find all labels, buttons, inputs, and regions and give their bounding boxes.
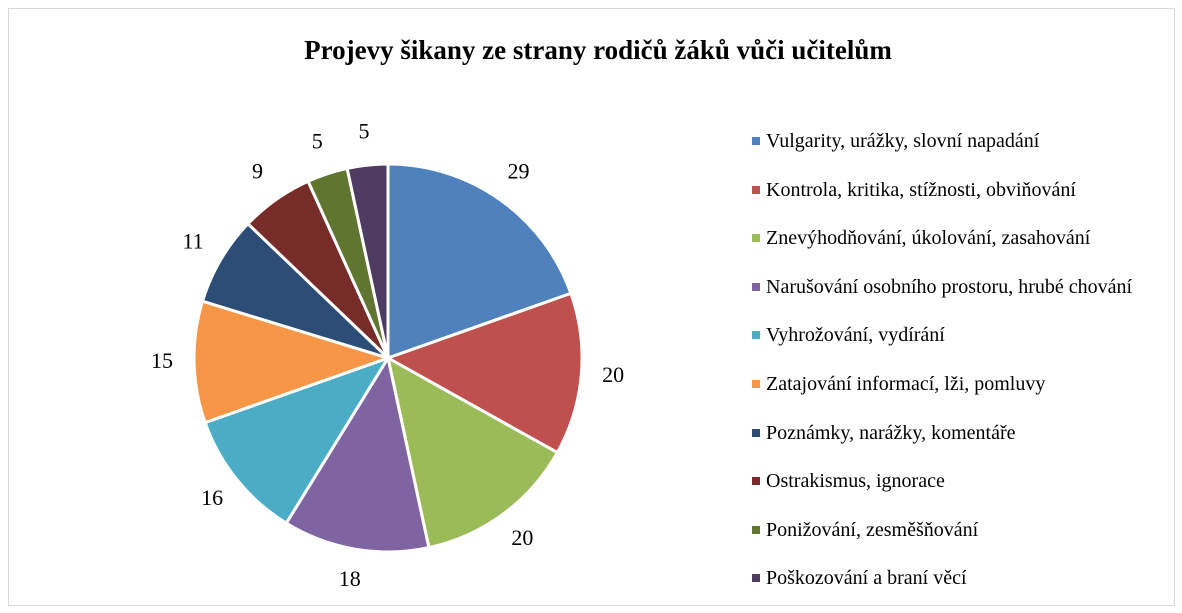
data-label: 15 — [151, 348, 173, 373]
legend-label: Vyhrožování, vydírání — [766, 324, 945, 347]
legend-label: Znevýhodňování, úkolování, zasahování — [766, 227, 1091, 250]
legend-label: Zatajování informací, lži, pomluvy — [766, 373, 1046, 395]
legend-label: Ostrakismus, ignorace — [766, 470, 945, 493]
data-label: 20 — [602, 362, 624, 387]
legend-item: Poškozování a braní věcí — [752, 567, 1164, 589]
legend-swatch — [752, 137, 760, 145]
data-label: 20 — [511, 525, 533, 550]
legend-label: Ponižování, zesměšňování — [766, 518, 979, 541]
legend-item: Znevýhodňování, úkolování, zasahování — [752, 227, 1164, 249]
data-label: 16 — [201, 485, 223, 510]
legend-item: Ponižování, zesměšňování — [752, 519, 1164, 541]
legend-swatch — [752, 477, 760, 486]
frame — [8, 8, 1175, 606]
data-label: 29 — [508, 159, 530, 184]
legend-swatch — [752, 428, 760, 437]
legend-item: Narušování osobního prostoru, hrubé chov… — [752, 276, 1164, 298]
legend-item: Vulgarity, urážky, slovní napadání — [752, 130, 1164, 152]
legend-item: Kontrola, kritika, stížnosti, obviňování — [752, 179, 1164, 201]
legend-swatch — [752, 525, 760, 534]
legend-item: Ostrakismus, ignorace — [752, 470, 1164, 492]
legend-item: Zatajování informací, lži, pomluvy — [752, 373, 1164, 395]
pie-slice — [385, 355, 560, 550]
legend-swatch — [752, 574, 760, 583]
data-label: 5 — [359, 118, 370, 143]
pie-slice — [384, 291, 584, 455]
pie-slice — [345, 162, 390, 359]
data-label: 11 — [182, 229, 203, 254]
legend-swatch — [752, 331, 760, 340]
legend-swatch — [752, 185, 760, 194]
legend-label: Narušování osobního prostoru, hrubé chov… — [766, 275, 1133, 298]
legend-label: Poškozování a braní věcí — [766, 567, 967, 590]
chart-title: Projevy šikany ze strany rodičů žáků vůč… — [304, 35, 892, 65]
legend-label: Kontrola, kritika, stížnosti, obviňování — [766, 178, 1076, 201]
legend-swatch — [752, 380, 760, 388]
data-label: 18 — [339, 566, 361, 591]
data-label: 9 — [252, 159, 263, 184]
pie-slice — [192, 299, 393, 425]
legend-label: Vulgarity, urážky, slovní napadání — [766, 130, 1040, 152]
legend-item: Poznámky, narážky, komentáře — [752, 422, 1164, 444]
legend-item: Vyhrožování, vydírání — [752, 324, 1164, 346]
legend-swatch — [752, 282, 760, 291]
legend-label: Poznámky, narážky, komentáře — [766, 421, 1016, 444]
pie-slice — [284, 354, 431, 554]
data-label: 5 — [312, 128, 323, 153]
legend-swatch — [752, 234, 760, 243]
pie-slice — [203, 355, 392, 526]
